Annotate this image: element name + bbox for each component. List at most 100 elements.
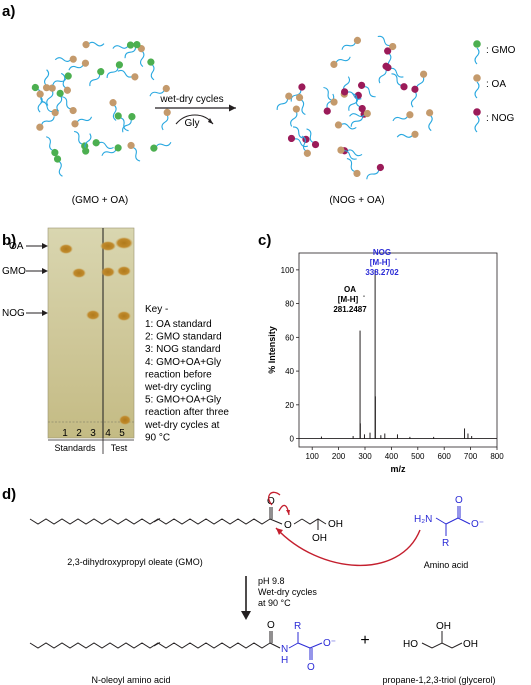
amphiphile-molecule xyxy=(56,89,64,112)
amphiphile-molecule xyxy=(114,112,129,132)
arrow-label-bottom: Gly xyxy=(185,118,200,129)
y-tick-label: 80 xyxy=(285,300,294,309)
lane-2: 2 xyxy=(76,428,82,439)
key-line: 2: GMO standard xyxy=(145,332,222,343)
micelle-cluster-left xyxy=(31,41,172,177)
x-tick-label: 300 xyxy=(358,452,372,461)
legend-a-item: : GMO xyxy=(473,40,516,65)
key-line: reaction after three xyxy=(145,407,229,418)
amphiphile-molecule xyxy=(82,41,105,49)
amphiphile-molecule xyxy=(71,116,93,128)
amphiphile-molecule xyxy=(323,93,335,115)
glycerol-ho: HO xyxy=(403,639,418,650)
gmo-oh-terminal: OH xyxy=(328,519,343,530)
amphiphile-molecule xyxy=(124,41,141,59)
legend-label: : OA xyxy=(486,79,506,90)
amino-acid-structure xyxy=(435,506,471,536)
amphiphile-molecule xyxy=(351,93,366,113)
amphiphile-molecule xyxy=(161,108,171,131)
spot-lane5-nog xyxy=(117,311,131,321)
oa-annotation: OA [M-H] - 281.2487 xyxy=(333,285,367,314)
gmo-structure xyxy=(29,507,327,530)
electron-arrow-carbonyl xyxy=(268,491,281,506)
amphiphile-molecule xyxy=(68,59,90,71)
y-tick-label: 0 xyxy=(290,435,295,444)
x-axis-label: m/z xyxy=(390,464,406,474)
gmo-carbonyl-o: O xyxy=(267,496,275,507)
legend-label: : GMO xyxy=(486,45,516,56)
amphiphile-molecule xyxy=(330,56,351,68)
spot-lane4-oa xyxy=(100,241,116,251)
amphiphile-molecule xyxy=(45,136,59,157)
amphiphile-molecule xyxy=(109,99,117,121)
amphiphile-molecule xyxy=(117,69,139,81)
panel-c-label: c) xyxy=(258,232,271,249)
key-line: 1: OA standard xyxy=(145,319,212,330)
mass-spectrum-chart: 100 200 300 400 500 600 700 800 0 20 40 60 80 100 m/z%… xyxy=(267,252,504,474)
gmo-ester-o: O xyxy=(284,520,292,531)
amphiphile-molecule xyxy=(301,135,311,157)
key-line: wet-dry cycling xyxy=(144,382,211,393)
y-axis-label: % Intensity xyxy=(267,326,277,374)
amphiphile-molecule xyxy=(46,84,56,106)
amphiphile-molecule xyxy=(122,113,136,133)
x-tick-label: 800 xyxy=(490,452,504,461)
marker-gmo: GMO xyxy=(2,266,26,277)
legend-swatch xyxy=(473,40,481,48)
amphiphile-molecule xyxy=(276,92,293,110)
x-tick-label: 100 xyxy=(306,452,320,461)
n-oleoyl-structure xyxy=(29,631,281,649)
lane-3: 3 xyxy=(90,428,96,439)
amphiphile-molecule xyxy=(101,144,122,156)
key-line: 90 °C xyxy=(145,432,170,443)
key-line: 5: GMO+OA+Gly xyxy=(145,395,221,406)
amino-o-minus: O⁻ xyxy=(471,519,484,530)
y-tick-label: 20 xyxy=(285,401,294,410)
amphiphile-molecule xyxy=(346,157,361,178)
lane-1: 1 xyxy=(62,428,68,439)
amphiphile-molecule xyxy=(287,134,308,148)
product-name: N-oleoyl amino acid xyxy=(91,675,170,685)
marker-nog: NOG xyxy=(2,308,25,319)
amphiphile-molecule xyxy=(292,126,310,144)
x-tick-label: 500 xyxy=(411,452,425,461)
nucleophilic-attack-arrow xyxy=(275,527,421,567)
panel-b-label: b) xyxy=(2,232,16,249)
amphiphile-molecule xyxy=(377,35,397,51)
product-o: O xyxy=(307,662,315,673)
amphiphile-molecule xyxy=(290,83,306,102)
amino-acid-name: Amino acid xyxy=(424,560,469,570)
amphiphile-molecule xyxy=(341,36,362,50)
reaction-arrow-head xyxy=(229,104,236,112)
amphiphile-molecule xyxy=(106,61,124,79)
amphiphile-molecule xyxy=(82,133,92,155)
nog-ion-charge: - xyxy=(395,257,397,263)
legend-a-item: : NOG xyxy=(473,108,515,133)
amphiphile-molecule xyxy=(295,93,306,116)
panel-d-label: d) xyxy=(2,486,16,503)
plus-sign: + xyxy=(360,632,369,649)
y-tick-label: 60 xyxy=(285,333,294,342)
nog-label: NOG xyxy=(373,248,391,257)
micelle-cluster-right xyxy=(276,35,434,180)
condition-temp: at 90 °C xyxy=(258,598,291,608)
spot-lane1-oa xyxy=(59,244,73,254)
amphiphile-molecule xyxy=(89,68,105,87)
amino-carbonyl-o: O xyxy=(455,495,463,506)
caption-left: (GMO + OA) xyxy=(72,195,128,206)
tlc-plate xyxy=(47,227,135,439)
amphiphile-molecule xyxy=(137,45,145,67)
spot-lane5-gmo xyxy=(117,266,131,276)
spot-lane2-gmo xyxy=(72,268,86,278)
product-n: N xyxy=(281,644,288,655)
x-tick-label: 400 xyxy=(385,452,399,461)
glycerol-oh-mid: OH xyxy=(436,621,451,632)
legend-label: : NOG xyxy=(486,113,515,124)
x-tick-label: 600 xyxy=(438,452,452,461)
x-tick-label: 700 xyxy=(464,452,478,461)
oa-ion-charge: - xyxy=(363,294,365,300)
arrow-label-top: wet-dry cycles xyxy=(159,94,223,105)
gmo-oh-secondary: OH xyxy=(312,533,327,544)
amphiphile-molecule xyxy=(410,85,419,108)
